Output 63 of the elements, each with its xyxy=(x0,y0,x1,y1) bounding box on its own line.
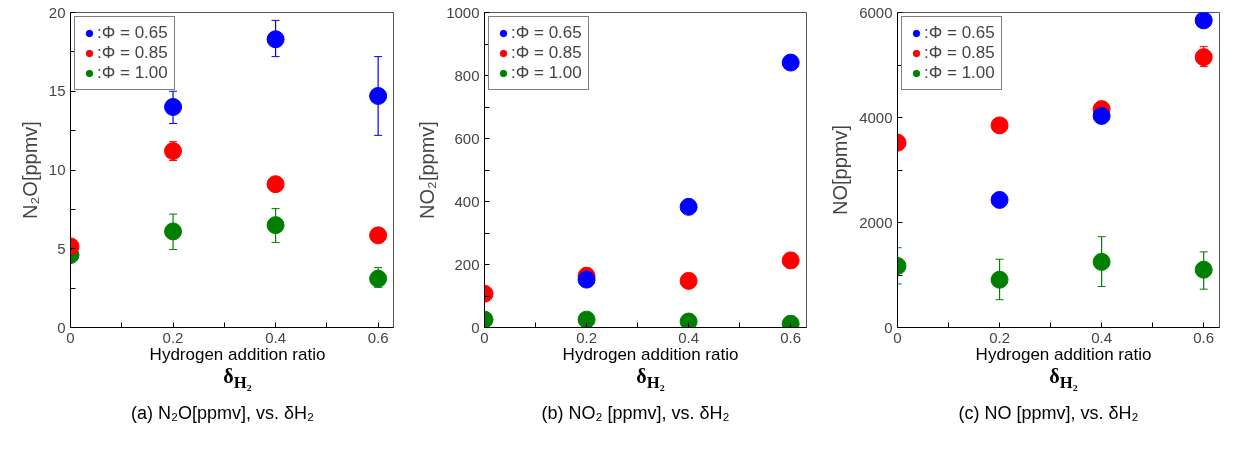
legend-label: :Φ = 0.85 xyxy=(97,43,168,63)
y-tick-label: 2000 xyxy=(859,213,893,231)
point xyxy=(369,86,388,105)
y-tick-label: 6000 xyxy=(859,3,893,21)
y-axis-title: NO₂[ppmv] xyxy=(416,121,439,219)
x-tick-label: 0.4 xyxy=(1091,328,1113,346)
point xyxy=(679,271,698,290)
point xyxy=(369,226,388,245)
point xyxy=(266,30,285,49)
point xyxy=(781,53,800,72)
point xyxy=(1092,106,1111,125)
point xyxy=(164,222,183,241)
point xyxy=(990,190,1009,209)
point xyxy=(1194,12,1213,30)
y-tick-label: 800 xyxy=(454,66,480,84)
y-tick-label: 600 xyxy=(454,129,480,147)
point xyxy=(164,98,183,116)
point xyxy=(369,269,388,288)
point xyxy=(266,216,285,235)
point xyxy=(577,270,596,289)
text: (c) NO [ppmv], vs. δH₂ xyxy=(957,402,1140,425)
x-axis-title: Hydrogen addition ratio δ$_{H₂}$ xyxy=(974,345,1153,392)
point xyxy=(781,251,800,270)
text: (a) N₂O[ppmv], vs. δH₂ xyxy=(130,402,315,425)
legend-label: :Φ = 1.00 xyxy=(511,63,582,83)
legend-label: :Φ = 1.00 xyxy=(924,63,995,83)
x-tick-label: 0.2 xyxy=(989,328,1010,346)
point xyxy=(1194,48,1213,67)
point xyxy=(266,175,285,194)
y-tick-label: 10 xyxy=(48,161,66,178)
x-tick-label: 0.6 xyxy=(367,328,389,346)
point xyxy=(164,142,183,161)
point xyxy=(990,270,1009,289)
legend-label: :Φ = 0.65 xyxy=(924,23,995,43)
y-axis-title: N₂O[ppmv] xyxy=(18,121,41,219)
x-tick-label: 0.4 xyxy=(265,328,287,346)
y-tick-label: 200 xyxy=(454,255,480,273)
x-tick-label: 0.4 xyxy=(678,328,700,346)
legend-label: :Φ = 0.65 xyxy=(97,23,168,43)
y-tick-label: 20 xyxy=(48,3,66,21)
point xyxy=(679,197,698,216)
y-tick-label: 4000 xyxy=(859,108,893,126)
text: (b) NO₂ [ppmv], vs. δH₂ xyxy=(540,402,731,425)
y-axis-title: NO[ppmv] xyxy=(829,124,852,216)
y-tick-label: 1000 xyxy=(446,3,480,21)
x-axis-title: Hydrogen addition ratio δ$_{H₂}$ xyxy=(561,345,740,392)
x-tick-label: 0.6 xyxy=(780,328,802,346)
x-tick-label: 0.2 xyxy=(576,328,597,346)
legend-label: :Φ = 0.85 xyxy=(924,43,995,63)
x-tick-label: 0.2 xyxy=(162,328,184,346)
point xyxy=(679,312,698,328)
y-tick-label: 15 xyxy=(48,82,66,100)
point xyxy=(1092,252,1111,271)
legend-label: :Φ = 0.85 xyxy=(511,43,582,63)
legend-label: :Φ = 0.65 xyxy=(511,23,582,43)
legend-label: :Φ = 1.00 xyxy=(97,63,168,83)
y-tick-label: 400 xyxy=(454,192,480,210)
point xyxy=(990,116,1009,135)
x-tick-label: 0.6 xyxy=(1193,328,1215,346)
point xyxy=(1194,260,1213,279)
y-tick-label: 5 xyxy=(57,239,66,257)
x-axis-title: Hydrogen addition ratio δ$_{H₂}$ xyxy=(148,345,327,392)
point xyxy=(577,310,596,328)
